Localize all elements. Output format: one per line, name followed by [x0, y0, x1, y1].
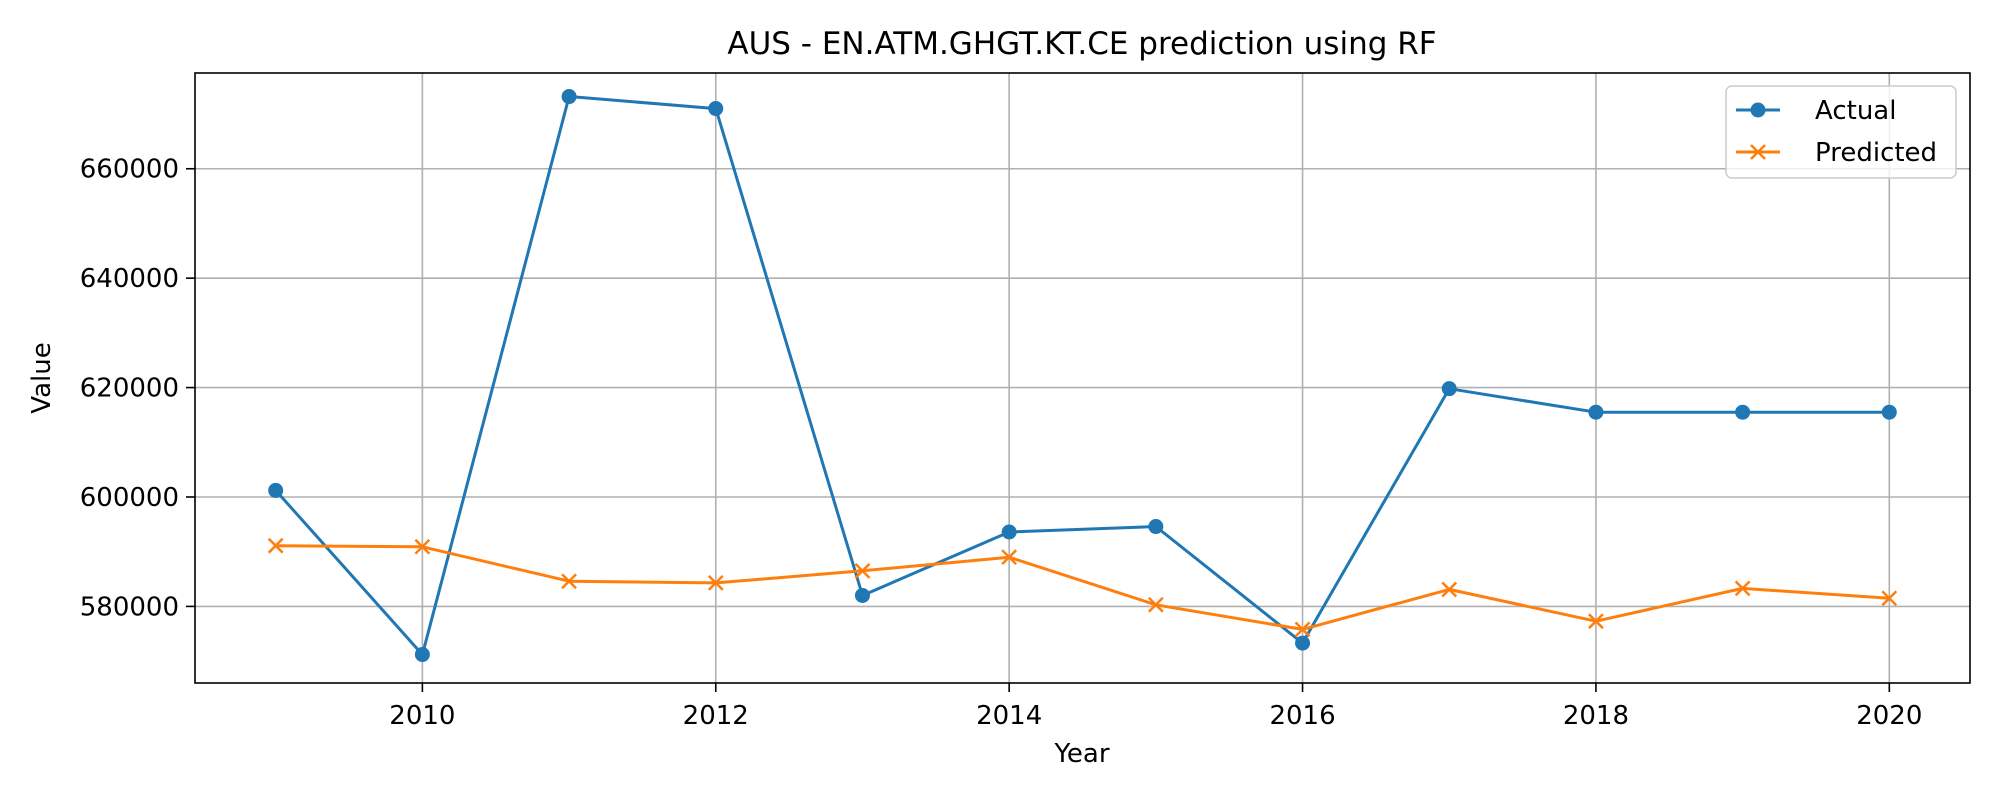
point-predicted-2013 — [854, 562, 871, 579]
x-tick-label: 2018 — [1563, 701, 1629, 731]
point-predicted-2017 — [1441, 581, 1458, 598]
legend-actual-label: Actual — [1815, 96, 1896, 126]
legend-box — [1725, 85, 1957, 179]
y-tick-label: 640000 — [80, 264, 179, 294]
y-tick-label: 660000 — [80, 155, 179, 185]
x-axis-label: Year — [1053, 739, 1109, 769]
point-predicted-2018 — [1588, 613, 1604, 630]
y-axis-label: Value — [27, 342, 57, 413]
tick-layer: 2010 2012 2014 2016 2018 2020 580000 600000 6200… — [80, 155, 1923, 731]
point-actual-2014 — [1001, 524, 1017, 540]
point-actual-2010 — [414, 647, 430, 663]
legend-actual-marker — [1750, 102, 1766, 118]
x-tick-label: 2014 — [976, 701, 1042, 731]
point-predicted-2012 — [707, 574, 724, 591]
y-tick-label: 620000 — [80, 374, 179, 404]
series-line-predicted — [275, 544, 1890, 631]
point-predicted-2010 — [414, 538, 431, 555]
point-actual-2016 — [1295, 635, 1311, 651]
point-predicted-2015 — [1147, 596, 1164, 613]
point-actual-2017 — [1441, 381, 1457, 397]
x-tick-label: 2020 — [1856, 701, 1922, 731]
x-tick-label: 2010 — [389, 701, 455, 731]
point-actual-2020 — [1881, 404, 1897, 420]
x-tick-label: 2016 — [1269, 701, 1335, 731]
y-tick-label: 600000 — [80, 483, 179, 513]
point-actual-2009 — [268, 482, 284, 498]
point-actual-2013 — [854, 587, 870, 603]
point-predicted-2009 — [267, 537, 284, 554]
point-actual-2012 — [708, 101, 724, 117]
y-tick-label: 580000 — [80, 592, 179, 622]
point-actual-2019 — [1735, 404, 1751, 420]
x-tick-label: 2012 — [683, 701, 749, 731]
point-predicted-2019 — [1734, 580, 1751, 597]
point-predicted-2020 — [1881, 590, 1898, 607]
point-actual-2018 — [1588, 404, 1604, 420]
legend-predicted-marker — [1750, 144, 1766, 160]
chart-title: AUS - EN.ATM.GHGT.KT.CE prediction using… — [727, 26, 1436, 62]
point-actual-2015 — [1148, 519, 1164, 535]
point-predicted-2014 — [1001, 549, 1018, 566]
legend: Actual Predicted — [1725, 85, 1957, 179]
series-layer — [267, 89, 1898, 663]
series-line-actual — [274, 95, 1890, 657]
point-actual-2011 — [561, 89, 577, 105]
legend-predicted-label: Predicted — [1815, 138, 1937, 168]
point-predicted-2011 — [561, 573, 577, 590]
plot-frame — [194, 72, 1971, 684]
point-predicted-2016 — [1294, 621, 1311, 638]
